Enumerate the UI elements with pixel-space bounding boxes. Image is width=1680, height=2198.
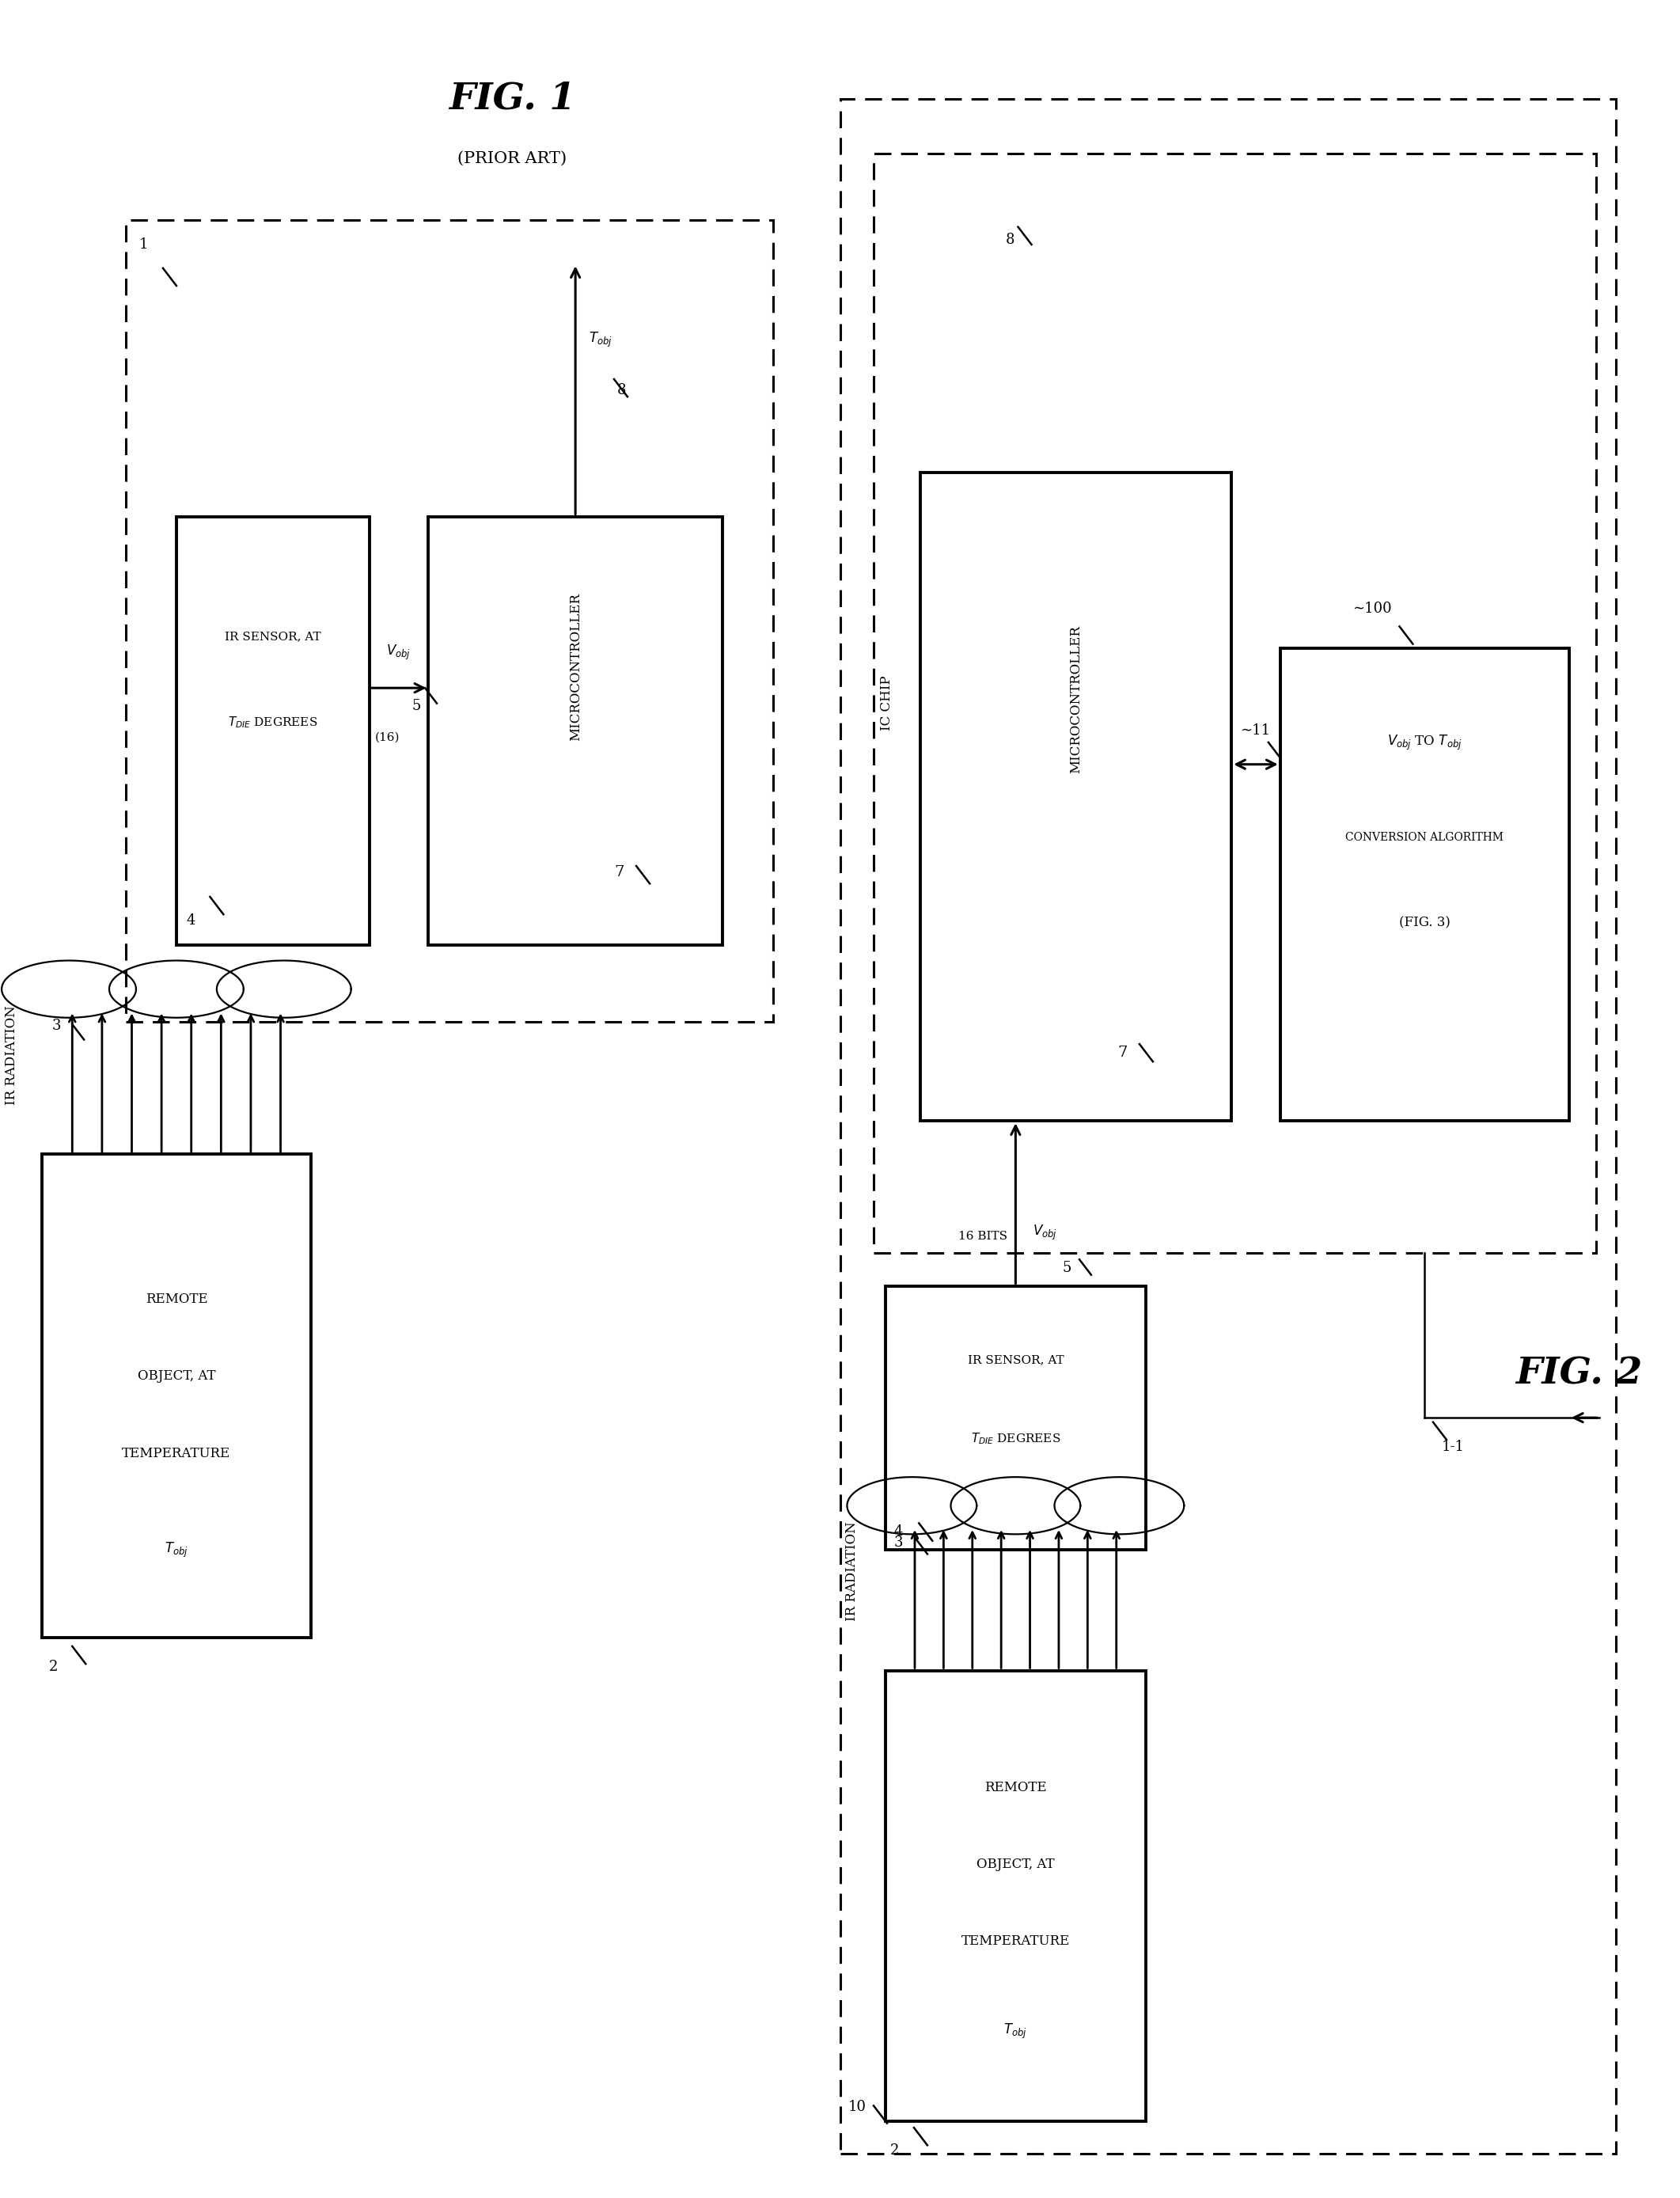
Bar	[885, 1286, 1146, 1550]
Text: 5: 5	[412, 699, 420, 712]
Text: 2: 2	[890, 2143, 899, 2156]
Bar	[921, 473, 1231, 1121]
Text: 3: 3	[52, 1020, 60, 1033]
Text: IR SENSOR, AT: IR SENSOR, AT	[225, 631, 321, 642]
Text: ∼100: ∼100	[1352, 602, 1391, 615]
Text: REMOTE: REMOTE	[984, 1780, 1047, 1794]
Text: IR RADIATION: IR RADIATION	[5, 1004, 18, 1106]
Text: 7: 7	[1117, 1046, 1127, 1059]
Text: 16 BITS: 16 BITS	[958, 1231, 1008, 1242]
Text: ∼11: ∼11	[1240, 723, 1270, 739]
Bar	[428, 517, 722, 945]
Bar	[126, 220, 773, 1022]
Bar	[42, 1154, 311, 1638]
Text: 8: 8	[1006, 233, 1015, 246]
Text: MICROCONTROLLER: MICROCONTROLLER	[1068, 626, 1084, 774]
Text: $T_{obj}$: $T_{obj}$	[1003, 2022, 1028, 2040]
Text: 4: 4	[894, 1525, 902, 1539]
Text: $V_{obj}$ TO $T_{obj}$: $V_{obj}$ TO $T_{obj}$	[1388, 734, 1462, 752]
Bar	[885, 1670, 1146, 2121]
Text: CONVERSION ALGORITHM: CONVERSION ALGORITHM	[1346, 831, 1504, 844]
Text: $T_{DIE}$ DEGREES: $T_{DIE}$ DEGREES	[228, 714, 318, 730]
Text: REMOTE: REMOTE	[144, 1292, 208, 1306]
Text: OBJECT, AT: OBJECT, AT	[138, 1369, 215, 1383]
Text: IC CHIP: IC CHIP	[880, 675, 894, 732]
Bar	[176, 517, 370, 945]
Text: IR SENSOR, AT: IR SENSOR, AT	[968, 1354, 1063, 1365]
Text: IR RADIATION: IR RADIATION	[845, 1521, 858, 1622]
Text: 4: 4	[186, 914, 195, 928]
Text: (PRIOR ART): (PRIOR ART)	[457, 152, 568, 165]
Bar	[874, 154, 1596, 1253]
Text: TEMPERATURE: TEMPERATURE	[961, 1934, 1070, 1947]
Text: $T_{obj}$: $T_{obj}$	[590, 330, 613, 349]
Text: $T_{obj}$: $T_{obj}$	[165, 1541, 188, 1561]
Bar	[1280, 648, 1569, 1121]
Text: (16): (16)	[375, 732, 400, 743]
Text: 10: 10	[848, 2101, 867, 2114]
Text: 3: 3	[894, 1536, 902, 1550]
Text: 1: 1	[139, 237, 148, 251]
Text: OBJECT, AT: OBJECT, AT	[976, 1857, 1055, 1870]
Text: $V_{obj}$: $V_{obj}$	[1033, 1224, 1057, 1242]
Text: 2: 2	[49, 1659, 57, 1673]
Text: 5: 5	[1063, 1262, 1072, 1275]
Bar	[840, 99, 1616, 2154]
Text: TEMPERATURE: TEMPERATURE	[123, 1446, 230, 1459]
Text: 7: 7	[615, 866, 625, 879]
Text: FIG. 2: FIG. 2	[1515, 1356, 1643, 1391]
Text: FIG. 1: FIG. 1	[449, 81, 576, 116]
Text: 1-1: 1-1	[1441, 1440, 1465, 1453]
Text: $T_{DIE}$ DEGREES: $T_{DIE}$ DEGREES	[971, 1431, 1060, 1446]
Text: 8: 8	[618, 382, 627, 398]
Text: $V_{obj}$: $V_{obj}$	[386, 644, 412, 662]
Text: (FIG. 3): (FIG. 3)	[1399, 917, 1450, 930]
Text: MICROCONTROLLER: MICROCONTROLLER	[568, 593, 583, 741]
